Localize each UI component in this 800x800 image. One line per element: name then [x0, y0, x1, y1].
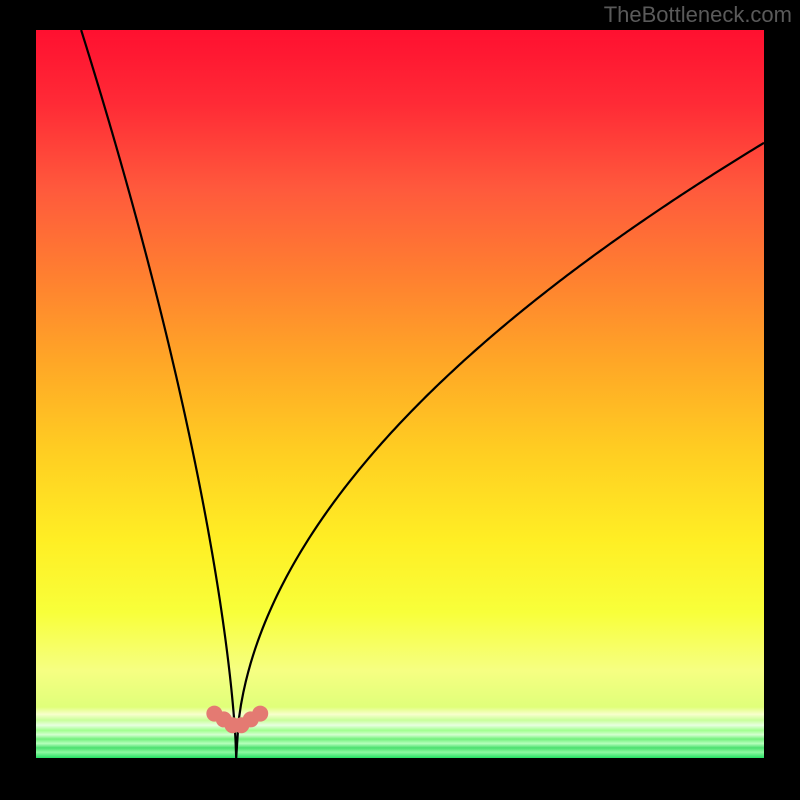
watermark-text: TheBottleneck.com	[604, 2, 792, 28]
bottleneck-chart: TheBottleneck.com	[0, 0, 800, 800]
valley-marker-dot	[252, 706, 268, 722]
chart-canvas	[0, 0, 800, 800]
